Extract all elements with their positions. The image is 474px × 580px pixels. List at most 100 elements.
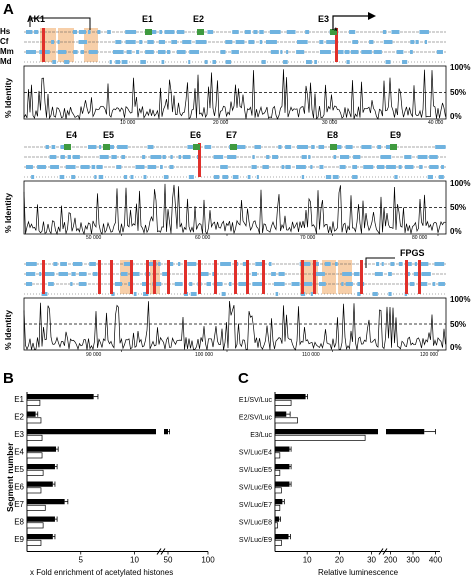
conserved-exon-block (262, 165, 269, 169)
bar-filled (27, 499, 65, 505)
conserved-exon-block (213, 155, 224, 159)
conserved-exon-block (114, 282, 123, 286)
conserved-exon-block (326, 40, 337, 44)
conserved-exon-block (391, 30, 400, 34)
pct-50-row-1: 50% (450, 88, 466, 97)
conserved-exon-block (189, 50, 200, 54)
axis-tick: 120 000 (420, 352, 438, 358)
segment-label-e1: E1 (142, 14, 153, 24)
conserved-exon-block (231, 50, 239, 54)
conserved-exon-block (89, 262, 96, 266)
bar-filled (27, 464, 55, 470)
category-label: E4 (14, 447, 24, 456)
conserved-exon-block (388, 272, 392, 276)
conserved-exon-block (88, 30, 91, 34)
conserved-exon-block (349, 30, 356, 34)
conserved-exon-block (299, 262, 311, 266)
conserved-exon-block (363, 165, 374, 169)
pct-100-row-3: 100% (450, 295, 470, 304)
conserved-exon-block (333, 145, 342, 149)
conserved-exon-block (285, 145, 292, 149)
conserved-exon-block (91, 165, 96, 169)
conserved-exon-block (190, 292, 197, 296)
category-label: E1/SV/Luc (239, 397, 273, 404)
bar-filled (275, 429, 378, 435)
conserved-exon-block (99, 155, 109, 159)
bar-filled (275, 464, 290, 470)
conserved-exon-block (57, 50, 67, 54)
conserved-exon-block (50, 165, 60, 169)
conserved-exon-block (404, 155, 412, 159)
axis-tick: 100 000 (195, 352, 213, 358)
conserved-exon-block (162, 272, 168, 276)
x-tick-label: 100 (201, 556, 215, 565)
bar-open (274, 469, 281, 476)
conserved-exon-block (51, 145, 56, 149)
species-cf: Cf (0, 37, 9, 46)
chart-c-xlabel: Relative luminescence (318, 568, 399, 577)
conserved-exon-block (121, 60, 128, 64)
conserved-exon-block (115, 40, 122, 44)
red-marker (301, 260, 304, 294)
conserved-exon-block (402, 60, 408, 64)
conserved-exon-block (65, 165, 76, 169)
bar-filled (275, 516, 280, 522)
conserved-exon-block (339, 165, 346, 169)
category-label: E2 (14, 412, 24, 421)
conserved-exon-block (435, 145, 446, 149)
segment-label-e6: E6 (190, 130, 201, 140)
conserved-exon-block (71, 175, 76, 179)
segment-label-e3: E3 (318, 14, 329, 24)
axis-tick: 40 000 (428, 120, 444, 126)
conserved-exon-block (296, 165, 306, 169)
conserved-exon-block (222, 175, 229, 179)
conserved-exon-block (163, 175, 169, 179)
bar-open (26, 487, 42, 494)
conserved-exon-block (26, 30, 33, 34)
category-label: E3/Luc (250, 432, 272, 439)
conserved-exon-block (306, 60, 312, 64)
conserved-exon-block (171, 40, 178, 44)
green-element-marker (64, 144, 71, 150)
identity-trace-line (23, 69, 446, 121)
conserved-exon-block (394, 175, 398, 179)
pct-50-row-3: 50% (450, 320, 466, 329)
bar-filled (27, 394, 94, 400)
pct-100-row-1: 100% (450, 63, 470, 72)
segment-label-e4: E4 (66, 130, 77, 140)
axis-tick: 80 000 (412, 235, 428, 241)
conserved-exon-block (305, 30, 310, 34)
pct-100-row-2: 100% (450, 179, 470, 188)
conserved-exon-block (195, 40, 207, 44)
conserved-exon-block (34, 30, 39, 34)
conserved-exon-block (57, 40, 60, 44)
conserved-exon-block (341, 282, 344, 286)
category-label: E6 (14, 482, 24, 491)
conserved-exon-block (419, 30, 429, 34)
conserved-exon-block (60, 155, 65, 159)
identity-trace-line (23, 300, 446, 351)
e3-transcription-arrow (332, 15, 368, 30)
conserved-exon-block (372, 292, 378, 296)
conserved-exon-block (213, 175, 220, 179)
conserved-exon-block (59, 175, 65, 179)
bar-open (274, 417, 298, 424)
conserved-exon-block (143, 292, 149, 296)
conserved-exon-block (286, 50, 289, 54)
conserved-exon-block (383, 40, 393, 44)
axis-tick: 110 000 (302, 352, 320, 358)
conserved-exon-block (143, 175, 147, 179)
conserved-exon-block (324, 262, 331, 266)
conserved-exon-block (126, 50, 132, 54)
red-marker (110, 260, 113, 294)
bar-open (274, 487, 282, 494)
conserved-exon-block (73, 50, 78, 54)
bar-open (26, 539, 42, 546)
conserved-exon-block (350, 50, 359, 54)
segment-label-e7: E7 (226, 130, 237, 140)
conserved-exon-block (285, 165, 291, 169)
green-element-marker (145, 29, 152, 35)
conserved-exon-block (140, 60, 146, 64)
green-element-marker (390, 144, 397, 150)
conserved-exon-block (94, 175, 97, 179)
